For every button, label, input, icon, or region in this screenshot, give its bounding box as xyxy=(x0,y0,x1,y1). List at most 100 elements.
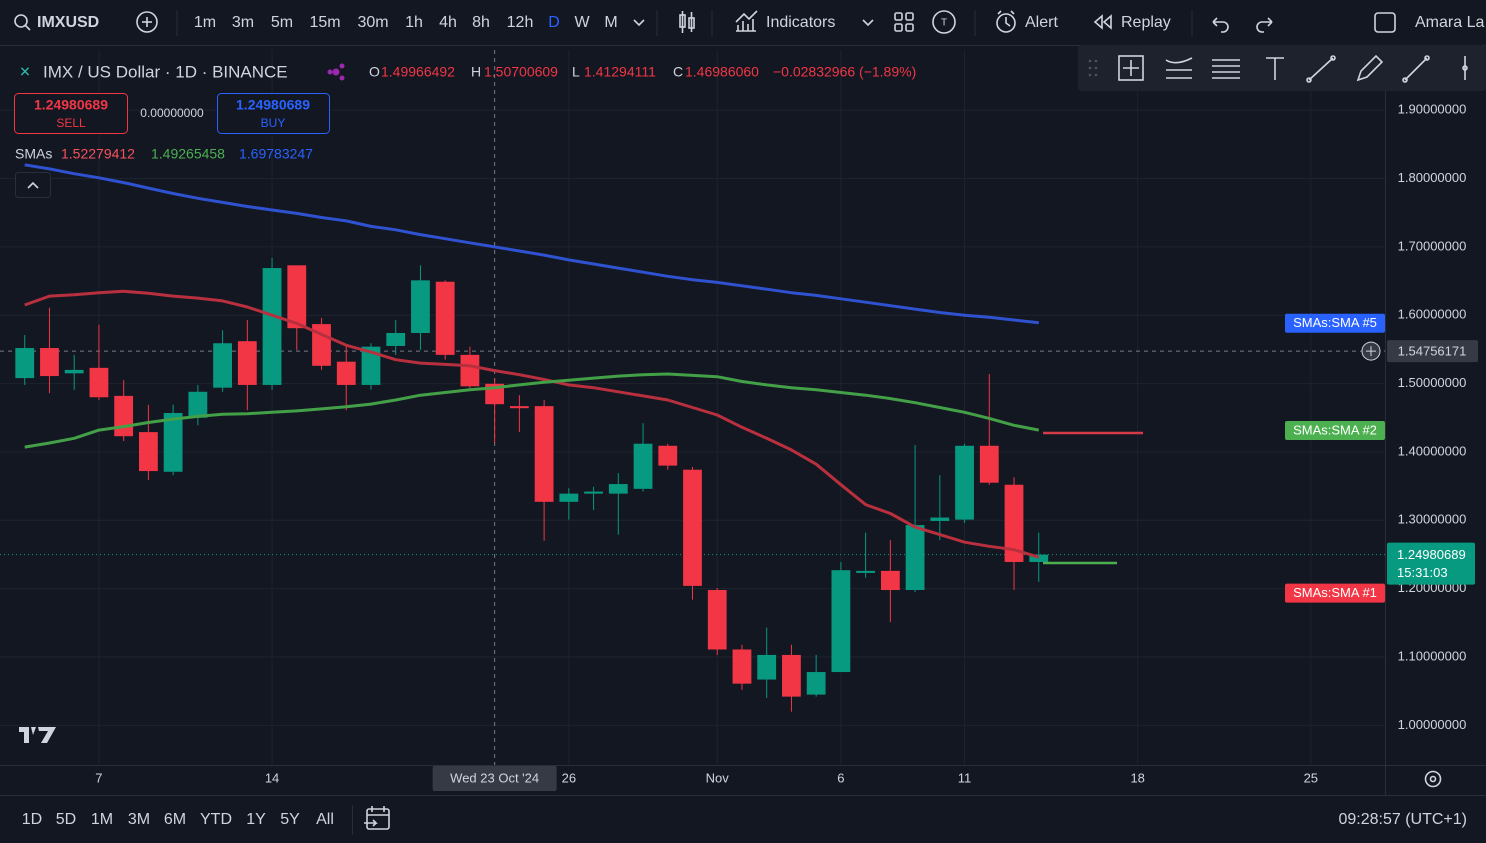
interval[interactable]: 5m xyxy=(271,14,293,31)
sell-button[interactable] xyxy=(14,93,128,134)
sma-line xyxy=(24,372,1040,449)
x-tick-label: 7 xyxy=(95,770,102,785)
interval[interactable]: 1m xyxy=(194,14,216,31)
ohlc-value: 1.50700609 xyxy=(484,64,558,80)
range-button[interactable]: 3M xyxy=(128,811,150,828)
user[interactable]: Amara La xyxy=(1415,14,1484,31)
add-symbol[interactable] xyxy=(136,11,158,33)
ohlc-value: 1.41294111 xyxy=(584,64,656,80)
undo[interactable] xyxy=(1212,17,1229,33)
axis-settings[interactable] xyxy=(1424,770,1442,788)
candle-body xyxy=(955,445,974,520)
x-tick-label: 14 xyxy=(265,770,279,785)
ohlc-key: O xyxy=(369,64,380,80)
plot xyxy=(15,163,1049,712)
range-button[interactable]: 6M xyxy=(164,811,186,828)
buy-button[interactable] xyxy=(217,93,330,134)
crosshair-plus[interactable] xyxy=(1361,341,1381,361)
interval[interactable]: 1h xyxy=(405,14,423,31)
candle-body xyxy=(658,445,678,466)
ohlc-change: −0.02832966 (−1.89%) xyxy=(773,64,916,80)
crosshair-date-bg xyxy=(432,766,557,791)
indicators-menu[interactable] xyxy=(862,19,874,27)
ohlc-key: C xyxy=(673,64,683,80)
legend-title[interactable]: IMX / US Dollar · 1D · BINANCE xyxy=(43,62,288,81)
candle-body xyxy=(312,324,331,366)
range-button[interactable]: All xyxy=(316,811,334,828)
sma-tag: SMAs:SMA #5 xyxy=(1285,313,1385,333)
candle-body xyxy=(64,369,84,374)
buy-label: BUY xyxy=(261,116,286,130)
alert[interactable]: Alert xyxy=(1025,14,1058,31)
clock[interactable]: 09:28:57 (UTC+1) xyxy=(1338,811,1467,828)
data-source-icon[interactable] xyxy=(327,63,345,81)
interval[interactable]: 15m xyxy=(309,14,340,31)
candle-body xyxy=(534,406,554,502)
candle-body xyxy=(930,517,950,521)
interval[interactable]: 4h xyxy=(439,14,457,31)
interval[interactable]: W xyxy=(574,14,590,31)
candle-body xyxy=(707,590,727,650)
candle-body xyxy=(361,346,381,385)
y-tick-label: 1.10000000 xyxy=(1398,648,1467,663)
range-button[interactable]: YTD xyxy=(200,811,232,828)
collapse-button[interactable] xyxy=(15,172,51,198)
candle-body xyxy=(213,343,232,388)
redo xyxy=(1256,17,1273,33)
alert-icon[interactable] xyxy=(996,10,1016,33)
fullscreen[interactable] xyxy=(1374,12,1396,33)
interval-menu[interactable] xyxy=(633,19,645,27)
range-button[interactable]: 1Y xyxy=(246,811,266,828)
y-tick-label: 1.70000000 xyxy=(1398,238,1467,253)
date-range-icon[interactable] xyxy=(364,806,390,830)
sma-tag-label: SMAs:SMA #2 xyxy=(1293,422,1377,437)
candle-body xyxy=(1004,484,1024,562)
y-tick-label: 1.00000000 xyxy=(1398,717,1467,732)
x-tick-label: 6 xyxy=(837,770,844,785)
symbol[interactable]: IMXUSD xyxy=(37,14,99,31)
x-tick-label: 26 xyxy=(562,770,576,785)
candle-body xyxy=(163,412,183,472)
sma-legend-value: 1.49265458 xyxy=(151,146,225,162)
crosshair-price: 1.54756171 xyxy=(1398,344,1467,359)
crosshair-date: Wed 23 Oct '24 xyxy=(450,770,539,785)
candle-body xyxy=(782,654,801,697)
candle-body xyxy=(435,281,455,355)
search-icon[interactable] xyxy=(14,14,31,31)
layouts[interactable] xyxy=(894,12,914,32)
range-button[interactable]: 5Y xyxy=(280,811,300,828)
candle-body xyxy=(757,654,777,680)
last-price: 1.24980689 xyxy=(1397,547,1466,562)
sma-tag: SMAs:SMA #2 xyxy=(1285,421,1385,441)
candle-body xyxy=(114,395,134,437)
interval[interactable]: 30m xyxy=(357,14,388,31)
interval[interactable]: D xyxy=(548,14,560,31)
range-button[interactable]: 1M xyxy=(91,811,113,828)
chart-type[interactable] xyxy=(679,11,695,33)
replay-icon[interactable] xyxy=(1093,14,1112,30)
drag-handle[interactable] xyxy=(1088,59,1098,77)
interval[interactable]: 8h xyxy=(472,14,490,31)
sma-legend-name: SMAs xyxy=(15,146,52,162)
interval[interactable]: 12h xyxy=(507,14,534,31)
sma-legend-value: 1.69783247 xyxy=(239,146,313,162)
interval[interactable]: M xyxy=(604,14,617,31)
candle-body xyxy=(633,443,653,489)
range-button[interactable]: 5D xyxy=(56,811,76,828)
candle-body xyxy=(40,348,59,377)
templates[interactable]: T xyxy=(932,10,956,34)
drawing-tools[interactable] xyxy=(1118,54,1468,83)
replay[interactable]: Replay xyxy=(1121,14,1171,31)
interval[interactable]: 3m xyxy=(232,14,254,31)
ohlc-key: L xyxy=(572,64,580,80)
templates-glyph: T xyxy=(941,18,947,29)
indicators[interactable]: Indicators xyxy=(766,14,835,31)
candle-body xyxy=(1029,554,1049,562)
countdown: 15:31:03 xyxy=(1397,565,1448,580)
candle-body xyxy=(386,332,406,346)
indicators-icon[interactable] xyxy=(735,10,758,32)
candle-body xyxy=(188,391,208,418)
range-button[interactable]: 1D xyxy=(22,811,42,828)
